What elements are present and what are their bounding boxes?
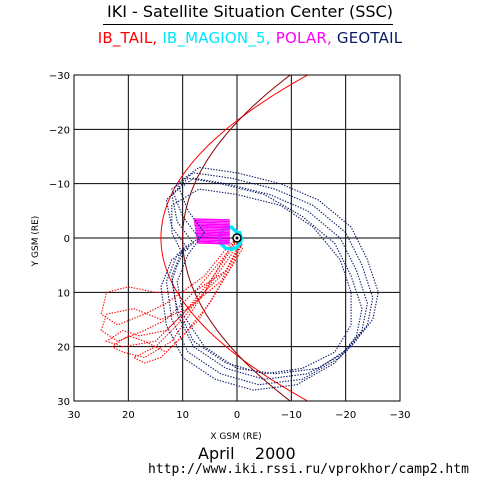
orbit-polar-track — [193, 218, 230, 221]
orbit-polar-track — [196, 240, 230, 244]
orbit-polar-track — [193, 221, 230, 224]
orbit-polar-track — [195, 232, 230, 236]
y-tick-label: 0 — [64, 234, 70, 245]
plot-frame — [73, 74, 401, 402]
orbit-polar-track — [195, 231, 230, 234]
x-tick-label: 20 — [122, 410, 135, 421]
orbit-polar — [193, 218, 230, 245]
legend-separator: , — [326, 29, 332, 47]
orbit-polar-track — [195, 229, 230, 232]
footer-month: April — [198, 444, 235, 463]
page-title: IKI - Satellite Situation Center (SSC) — [107, 2, 393, 21]
orbit-polar-track — [193, 219, 230, 223]
legend-item-polar: POLAR — [275, 29, 327, 47]
y-tick-label: −10 — [49, 180, 70, 191]
orbit-polar-track — [195, 234, 230, 237]
orbit-ib-tail — [105, 237, 241, 348]
orbit-ib-tail — [110, 237, 244, 359]
orbit-polar-track — [196, 239, 230, 242]
legend-separator: , — [152, 29, 158, 47]
footer-year: 2000 — [254, 444, 296, 463]
legend-item-ib-tail: IB_TAIL — [97, 29, 153, 47]
tick-labels: 30 20 10 0 −10 −20 −30 −30 −20 −10 0 10 20 30 — [49, 71, 411, 421]
y-tick-label: −20 — [49, 125, 70, 136]
legend-item-ib-magion-5: IB_MAGION_5 — [162, 29, 266, 47]
orbit-ib-tail — [100, 237, 244, 326]
legend-item-geotail: GEOTAIL — [336, 29, 403, 47]
orbit-geotail — [171, 188, 352, 375]
chart-legend: IB_TAIL, IB_MAGION_5, POLAR, GEOTAIL — [0, 29, 500, 47]
y-tick-label: 10 — [57, 288, 70, 299]
legend-separator: , — [265, 29, 271, 47]
orbit-geotail — [165, 177, 368, 386]
y-tick-label: 20 — [57, 343, 70, 354]
y-tick-label: −30 — [49, 71, 70, 82]
plot-frame-border — [73, 74, 401, 402]
earth-center-icon — [235, 236, 239, 240]
title-underline — [103, 24, 393, 25]
x-tick-label: −10 — [281, 410, 302, 421]
x-tick-label: 10 — [176, 410, 189, 421]
orbit-geotail — [171, 172, 374, 380]
orbit-polar-track — [194, 223, 230, 226]
footer-url: http://www.iki.rssi.ru/vprokhor/camp2.ht… — [148, 462, 469, 477]
y-axis-label: Y GSM (RE) — [31, 216, 41, 268]
orbit-ib-tail — [132, 237, 244, 364]
x-tick-label: 0 — [234, 410, 240, 421]
footer-date: April 2000 — [198, 444, 296, 463]
orbit-polar-track — [194, 224, 230, 228]
x-tick-label: −30 — [389, 410, 410, 421]
orbit-polar-track — [196, 237, 230, 240]
orbit-geotail — [160, 177, 363, 391]
x-axis-label: X GSM (RE) — [210, 432, 261, 442]
x-tick-label: −20 — [335, 410, 356, 421]
orbit-polar-track — [197, 242, 230, 245]
x-tick-label: 30 — [68, 410, 81, 421]
orbit-polar-track — [196, 235, 230, 239]
y-tick-label: 30 — [57, 397, 70, 408]
orbit-polar-track — [194, 227, 230, 231]
orbit-geotail — [176, 166, 379, 375]
orbit-series — [100, 166, 379, 391]
magnetopause-curve — [182, 75, 292, 401]
orbit-ib-tail — [100, 237, 241, 342]
